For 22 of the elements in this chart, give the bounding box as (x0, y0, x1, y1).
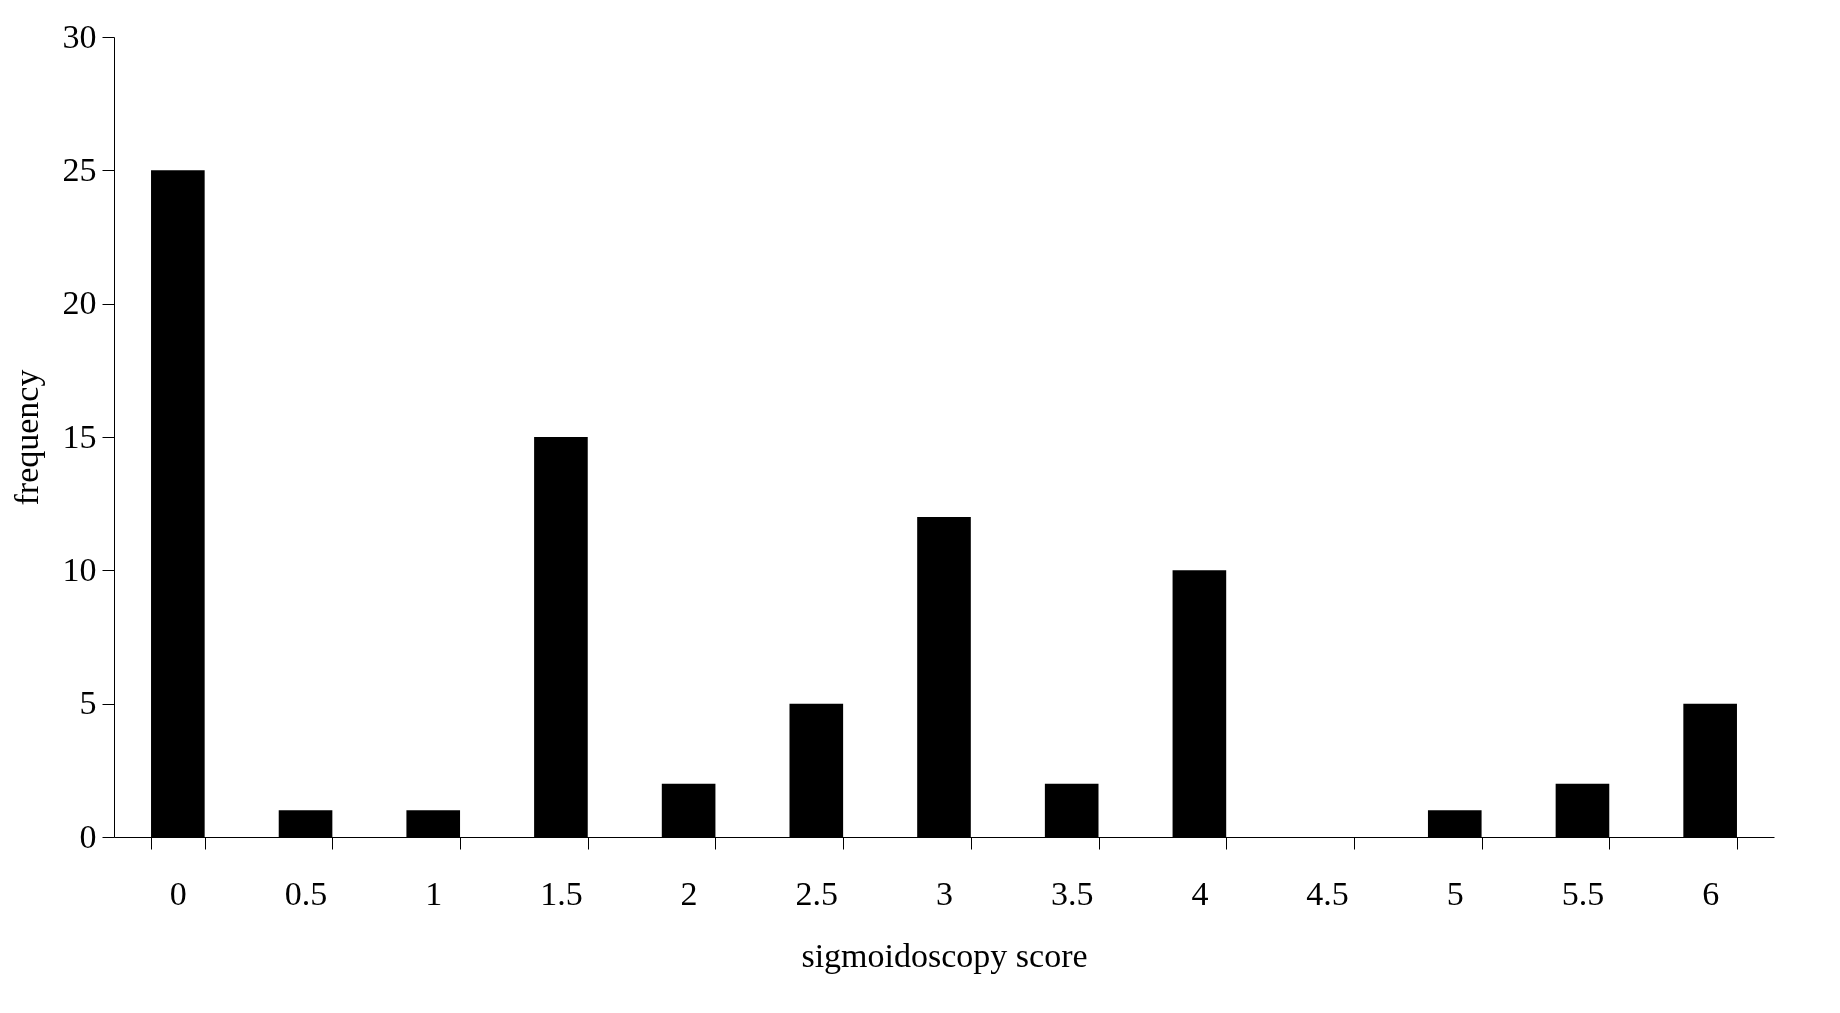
x-tick-label: 2.5 (795, 874, 839, 912)
y-tick-label: 0 (79, 817, 97, 855)
x-tick-label: 5 (1446, 874, 1464, 912)
y-tick-label: 15 (62, 417, 97, 455)
y-tick-label: 20 (62, 284, 97, 322)
x-tick-label: 2 (680, 874, 698, 912)
x-tick-label: 5.5 (1561, 874, 1605, 912)
x-tick-label: 1.5 (540, 874, 583, 912)
x-tick-label: 1 (425, 874, 443, 912)
x-axis-title: sigmoidoscopy score (801, 936, 1088, 974)
y-axis-title: frequency (7, 369, 45, 506)
x-tick-label: 6 (1702, 874, 1720, 912)
x-tick-label: 3.5 (1050, 874, 1094, 912)
y-tick-label: 5 (79, 684, 97, 722)
y-tick-label: 30 (62, 17, 97, 55)
x-tick-label: 0 (169, 874, 187, 912)
y-tick-label: 25 (62, 150, 97, 188)
x-tick-label: 4.5 (1306, 874, 1349, 912)
x-tick-label: 4 (1191, 874, 1209, 912)
x-tick-label: 0.5 (284, 874, 328, 912)
x-tick-label: 3 (936, 874, 953, 912)
y-tick-label: 10 (62, 550, 97, 588)
